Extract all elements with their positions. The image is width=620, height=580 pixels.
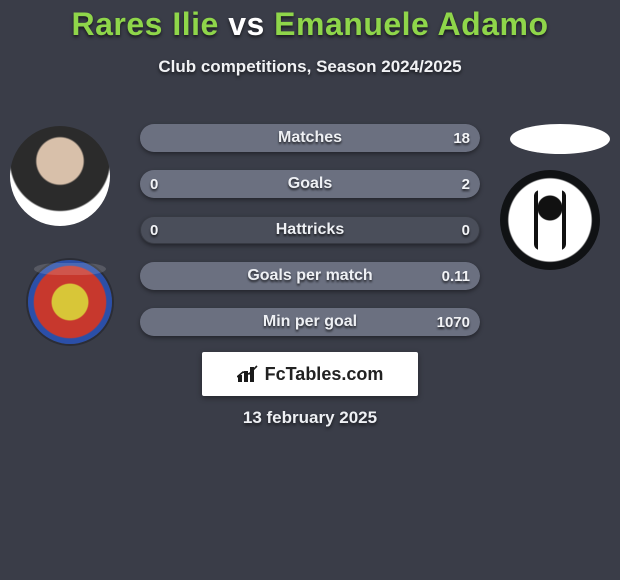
brand-chart-icon xyxy=(237,365,259,383)
stat-value-right: 18 xyxy=(443,124,480,152)
player2-club-badge xyxy=(500,170,600,270)
stat-value-left xyxy=(140,262,160,290)
stat-row: 0 0Hattricks xyxy=(140,216,480,244)
stat-row: 18Matches xyxy=(140,124,480,152)
stat-fill-right xyxy=(140,170,480,198)
player1-avatar xyxy=(10,126,110,226)
player1-name: Rares Ilie xyxy=(71,6,218,42)
player1-club-badge xyxy=(28,260,112,344)
player2-avatar xyxy=(510,124,610,154)
brand-box: FcTables.com xyxy=(202,352,418,396)
stat-label: Hattricks xyxy=(140,216,480,244)
subtitle: Club competitions, Season 2024/2025 xyxy=(0,57,620,77)
stat-value-right: 2 xyxy=(452,170,480,198)
stat-value-left xyxy=(140,124,160,152)
stats-rows: 18Matches02Goals00Hattricks0.11Goals per… xyxy=(140,124,480,354)
player2-name: Emanuele Adamo xyxy=(274,6,548,42)
stat-row: 0.11Goals per match xyxy=(140,262,480,290)
brand-text: FcTables.com xyxy=(265,364,384,385)
stat-value-right: 1070 xyxy=(427,308,480,336)
stat-value-left: 0 xyxy=(140,216,168,244)
stat-value-right: 0.11 xyxy=(432,262,480,290)
stat-row: 1070Min per goal xyxy=(140,308,480,336)
date-label: 13 february 2025 xyxy=(0,408,620,428)
stat-fill-right xyxy=(140,262,480,290)
comparison-card: Rares Ilie vs Emanuele Adamo Club compet… xyxy=(0,0,620,580)
stat-fill-right xyxy=(140,124,480,152)
title-vs: vs xyxy=(228,6,265,42)
stat-row: 02Goals xyxy=(140,170,480,198)
page-title: Rares Ilie vs Emanuele Adamo xyxy=(0,6,620,43)
stat-value-left xyxy=(140,308,160,336)
stat-value-right: 0 xyxy=(452,216,480,244)
stat-value-left: 0 xyxy=(140,170,168,198)
